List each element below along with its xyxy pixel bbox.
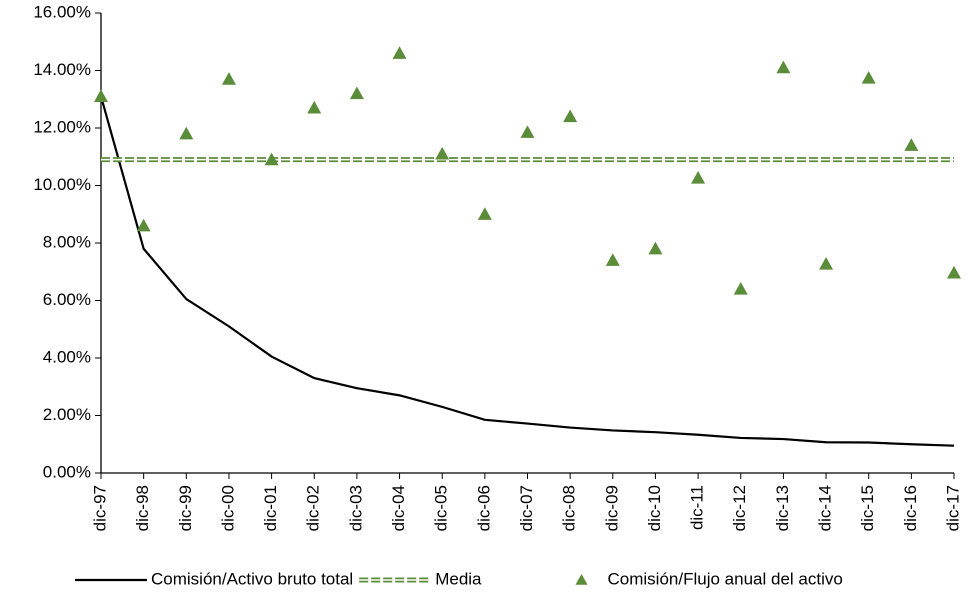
x-tick-label: dic-17 — [943, 485, 962, 531]
marker — [136, 218, 151, 232]
x-tick-label: dic-04 — [389, 485, 408, 531]
marker — [776, 60, 791, 74]
y-tick-label: 10.00% — [33, 175, 91, 194]
x-tick-label: dic-09 — [602, 485, 621, 531]
marker — [691, 171, 706, 184]
marker — [221, 72, 236, 85]
line — [99, 96, 955, 447]
x-tick-label: dic-03 — [346, 485, 365, 531]
marker — [947, 265, 961, 279]
y-tick-label: 2.00% — [43, 405, 91, 424]
marker — [861, 70, 876, 84]
y-tick-label: 4.00% — [43, 347, 91, 366]
marker — [94, 89, 108, 102]
marker — [605, 253, 620, 266]
marker — [477, 207, 492, 220]
x-tick-label: dic-15 — [858, 485, 877, 531]
x-tick-label: dic-01 — [261, 485, 280, 531]
legend-label: Comisión/Flujo anual del activo — [608, 569, 843, 588]
marker — [648, 241, 663, 255]
x-tick-label: dic-97 — [90, 485, 109, 531]
x-tick-label: dic-11 — [688, 485, 707, 530]
y-tick-label: 12.00% — [33, 117, 91, 136]
x-tick-label: dic-13 — [773, 485, 792, 531]
y-tick-label: 8.00% — [43, 232, 91, 251]
legend-label: Media — [435, 569, 482, 588]
y-tick-label: 16.00% — [33, 2, 91, 21]
x-tick-label: dic-00 — [218, 485, 237, 531]
legend-marker — [575, 574, 588, 585]
x-tick-label: dic-05 — [432, 485, 451, 531]
x-tick-label: dic-98 — [133, 485, 152, 531]
y-tick-label: 14.00% — [33, 60, 91, 79]
marker — [520, 125, 535, 138]
marker — [733, 282, 748, 295]
marker — [349, 86, 364, 100]
marker — [904, 138, 919, 151]
x-tick-label: dic-10 — [645, 485, 664, 531]
x-tick-label: dic-02 — [304, 485, 323, 531]
x-tick-label: dic-12 — [730, 485, 749, 531]
legend-label: Comisión/Activo bruto total — [151, 569, 353, 588]
x-tick-label: dic-14 — [816, 485, 835, 531]
marker — [264, 152, 279, 166]
x-tick-label: dic-07 — [517, 485, 536, 531]
x-tick-label: dic-08 — [560, 485, 579, 531]
marker — [819, 256, 834, 270]
x-tick-label: dic-16 — [901, 485, 920, 531]
x-tick-label: dic-06 — [474, 485, 493, 531]
marker — [307, 100, 322, 114]
y-tick-label: 6.00% — [43, 290, 91, 309]
x-tick-label: dic-99 — [176, 485, 195, 531]
marker — [179, 126, 194, 140]
marker — [392, 46, 407, 59]
marker — [563, 109, 578, 123]
y-tick-label: 0.00% — [43, 462, 91, 481]
marker — [435, 146, 450, 160]
